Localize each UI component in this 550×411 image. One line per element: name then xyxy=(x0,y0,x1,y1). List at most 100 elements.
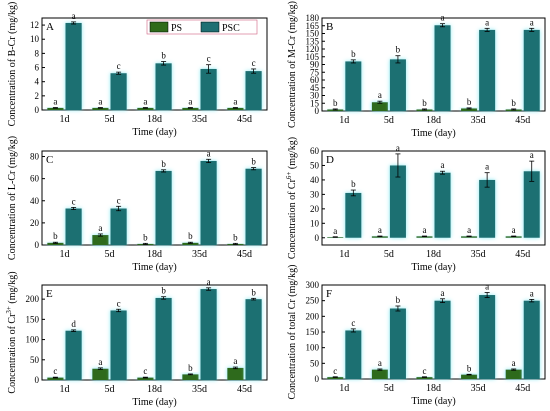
significance-letter: b xyxy=(351,179,356,189)
x-axis-label: Time (day) xyxy=(411,396,455,407)
bar-PS-45d xyxy=(227,367,244,380)
significance-letter: a xyxy=(378,90,382,100)
y-tick-label: 0 xyxy=(35,240,40,250)
legend: PS PSC xyxy=(146,19,258,35)
panel-letter: F xyxy=(326,288,332,300)
plot-frame xyxy=(41,150,268,246)
x-tick-label: 5d xyxy=(384,249,394,260)
x-tick-label: 18d xyxy=(147,384,162,395)
y-tick-label: 100 xyxy=(26,335,40,345)
plot-frame xyxy=(321,150,546,246)
y-tick-label: 80 xyxy=(30,152,40,162)
y-tick-label: 0 xyxy=(35,105,40,115)
significance-letter: a xyxy=(441,160,445,170)
y-tick-label: 180 xyxy=(306,13,320,23)
significance-letter: b xyxy=(188,231,193,241)
legend-label-PSC: PSC xyxy=(222,23,240,34)
bar-PS-35d xyxy=(461,236,478,238)
significance-letter: a xyxy=(530,288,534,298)
significance-letter: c xyxy=(252,58,256,68)
y-tick-label: 150 xyxy=(306,327,320,337)
bar-PSC-1d xyxy=(65,22,82,111)
bar-PSC-1d xyxy=(345,61,362,111)
significance-letter: b xyxy=(161,51,166,61)
y-axis-label: Concentration of B-Cr (mg/kg) xyxy=(7,2,18,127)
bar-PS-18d xyxy=(416,377,433,379)
significance-letter: c xyxy=(117,298,121,308)
bar-PSC-35d xyxy=(200,289,217,380)
y-tick-label: 45 xyxy=(310,83,320,93)
y-tick-label: 60 xyxy=(310,75,320,85)
y-tick-label: 150 xyxy=(26,314,40,324)
x-tick-label: 5d xyxy=(105,249,115,260)
bar-PS-1d xyxy=(327,377,344,379)
significance-letter: a xyxy=(441,13,445,23)
significance-letter: c xyxy=(207,54,211,64)
significance-letter: c xyxy=(117,61,121,71)
significance-letter: a xyxy=(98,97,102,107)
bar-PSC-1d xyxy=(65,330,82,380)
bar-PSC-45d xyxy=(245,299,262,380)
significance-letter: b xyxy=(333,98,338,108)
x-tick-label: 1d xyxy=(339,383,349,394)
significance-letter: b xyxy=(188,363,193,373)
significance-letter: a xyxy=(467,225,471,235)
y-tick-label: 12 xyxy=(30,20,39,30)
significance-letter: b xyxy=(511,98,516,108)
y-axis-label: Concentration of Cr3+ (mg/kg) xyxy=(5,271,18,393)
x-tick-label: 45d xyxy=(515,383,530,394)
plot-frame xyxy=(41,284,268,381)
bar-PS-1d xyxy=(47,107,64,110)
significance-letter: a xyxy=(512,358,516,368)
bar-PSC-18d xyxy=(155,63,172,110)
y-tick-label: 0 xyxy=(315,374,320,384)
significance-letter: b xyxy=(422,98,427,108)
y-tick-label: 4 xyxy=(35,77,40,87)
y-tick-label: 15 xyxy=(310,98,320,108)
bar-PSC-45d xyxy=(245,168,262,245)
x-tick-label: 1d xyxy=(339,249,349,260)
x-tick-label: 5d xyxy=(105,114,115,125)
x-tick-label: 45d xyxy=(515,249,530,260)
significance-letter: c xyxy=(117,195,121,205)
x-tick-label: 1d xyxy=(60,384,70,395)
x-tick-label: 35d xyxy=(192,384,207,395)
y-tick-label: 200 xyxy=(26,294,40,304)
y-tick-label: 6 xyxy=(35,63,40,73)
bar-PS-5d xyxy=(92,235,109,245)
bar-PSC-1d xyxy=(345,330,362,379)
significance-letter: a xyxy=(98,357,102,367)
legend-label-PS: PS xyxy=(171,23,182,34)
y-axis-label: Concentration of M-Cr (mg/kg) xyxy=(287,1,298,128)
panel-letter: B xyxy=(326,21,333,33)
x-tick-label: 35d xyxy=(471,249,486,260)
y-tick-label: 10 xyxy=(30,34,40,44)
bar-PSC-35d xyxy=(479,29,496,112)
y-tick-label: 20 xyxy=(30,218,40,228)
significance-letter: a xyxy=(422,225,426,235)
bar-PSC-18d xyxy=(434,25,451,111)
legend-swatch-PS xyxy=(149,21,169,33)
y-tick-label: 10 xyxy=(310,218,320,228)
bar-PSC-5d xyxy=(389,308,406,379)
significance-letter: c xyxy=(143,366,147,376)
bar-PSC-45d xyxy=(245,71,262,110)
panel-A: 0 2 4 6 8 10 12 a a a a a a c b c c 1d 5d 18d 35d 45d Time (da… xyxy=(7,2,268,138)
significance-letter: a xyxy=(188,97,192,107)
significance-letter: a xyxy=(233,356,237,366)
bar-PS-45d xyxy=(505,369,522,379)
significance-letter: a xyxy=(72,11,76,21)
x-axis-label: Time (day) xyxy=(132,262,176,273)
y-axis-label: Concentration of total Cr (mg/kg) xyxy=(287,265,298,400)
y-tick-label: 100 xyxy=(306,343,320,353)
x-tick-label: 35d xyxy=(471,115,486,126)
significance-letter: c xyxy=(53,366,57,376)
x-tick-label: 5d xyxy=(384,383,394,394)
y-tick-label: 90 xyxy=(310,60,320,70)
bar-PSC-45d xyxy=(523,171,540,238)
x-tick-label: 45d xyxy=(237,249,252,260)
x-tick-label: 35d xyxy=(471,383,486,394)
y-tick-label: 105 xyxy=(306,52,320,62)
bar-PSC-1d xyxy=(345,192,362,238)
